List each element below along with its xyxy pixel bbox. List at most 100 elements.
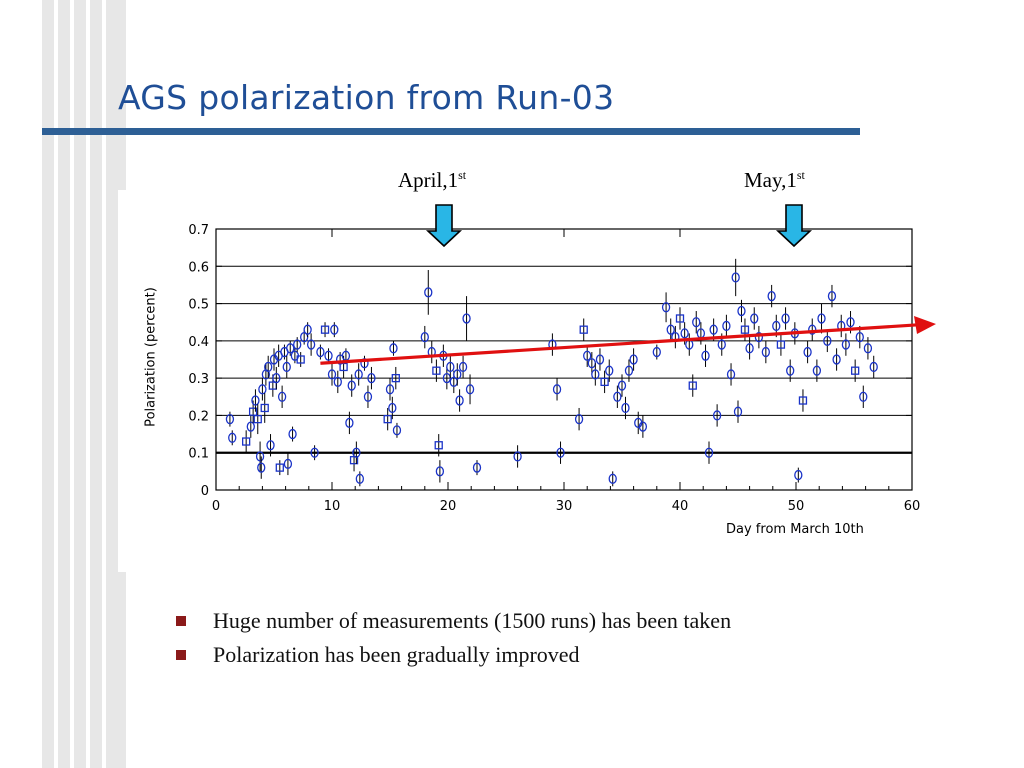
data-point (277, 391, 287, 402)
y-tick-label: 0.7 (188, 223, 209, 238)
data-point (776, 340, 786, 349)
x-tick-label: 30 (556, 499, 573, 514)
bullet-text: Huge number of measurements (1500 runs) … (213, 608, 732, 633)
data-point (296, 355, 305, 364)
data-point (352, 447, 361, 458)
bullet-item: Huge number of measurements (1500 runs) … (176, 604, 731, 638)
x-tick-label: 20 (440, 499, 457, 514)
y-tick-label: 0.4 (188, 335, 209, 350)
data-point (385, 384, 395, 395)
data-point (761, 346, 770, 358)
square-bullet-icon (176, 616, 186, 626)
data-point (458, 361, 468, 373)
data-point (424, 287, 433, 298)
data-point (798, 396, 808, 405)
data-point (692, 317, 701, 328)
data-point (253, 415, 262, 424)
data-point (363, 391, 373, 402)
data-point (360, 358, 369, 369)
data-point (465, 384, 475, 395)
data-point (846, 317, 855, 328)
annotation-may: May,1st (744, 168, 805, 193)
y-tick-label: 0 (201, 484, 209, 499)
data-point (242, 437, 251, 446)
data-point (288, 428, 297, 440)
data-point (737, 305, 746, 317)
data-point (420, 331, 429, 343)
x-tick-label: 50 (788, 499, 805, 514)
bullet-list: Huge number of measurements (1500 runs) … (176, 604, 731, 672)
data-point (617, 380, 627, 391)
data-point (388, 402, 397, 414)
date-arrow-icon (775, 204, 813, 248)
data-point (446, 361, 455, 373)
data-point (246, 421, 255, 432)
data-point (462, 313, 471, 324)
y-axis-label: Polarization (percent) (143, 287, 159, 427)
data-point (652, 346, 661, 358)
data-point (638, 421, 648, 432)
data-point (391, 373, 400, 383)
x-tick-label: 10 (324, 499, 341, 514)
data-point (817, 313, 826, 324)
data-point (754, 331, 764, 343)
decorative-stripes (42, 0, 126, 768)
y-tick-label: 0.3 (188, 372, 209, 387)
data-point (513, 451, 522, 462)
data-point (666, 324, 675, 335)
data-point (740, 325, 750, 334)
data-point (435, 466, 445, 477)
annotation-april-text: April,1 (398, 168, 459, 192)
annotation-may-text: May,1 (744, 168, 797, 192)
data-point (272, 372, 281, 384)
data-point (794, 469, 803, 481)
data-point (228, 432, 237, 443)
data-point (621, 402, 630, 414)
trend-arrowhead-icon (914, 315, 936, 334)
data-point (333, 376, 342, 388)
data-point (688, 381, 697, 390)
data-point (255, 451, 265, 462)
data-point (750, 313, 759, 324)
y-tick-label: 0.2 (188, 409, 209, 424)
data-point (859, 391, 868, 402)
data-point (704, 447, 714, 458)
data-point (316, 346, 325, 358)
data-point (661, 302, 671, 313)
x-tick-label: 0 (212, 499, 220, 514)
data-point (303, 324, 312, 335)
data-point (327, 369, 337, 380)
date-arrow-icon (425, 204, 463, 248)
data-point (675, 314, 685, 323)
data-point (310, 447, 319, 458)
data-point (595, 354, 605, 365)
figure-background (118, 190, 938, 572)
data-point (434, 441, 443, 450)
data-point (225, 414, 235, 425)
data-point (455, 395, 464, 406)
y-tick-label: 0.5 (188, 298, 209, 313)
data-point (869, 361, 878, 373)
data-point (812, 365, 822, 376)
data-point (556, 447, 565, 458)
data-point (680, 328, 689, 339)
data-point (260, 403, 269, 413)
data-point (712, 410, 722, 421)
data-point (803, 346, 812, 358)
data-point (591, 369, 600, 380)
data-point (286, 343, 295, 354)
data-point (841, 339, 851, 350)
data-point (605, 365, 614, 376)
annotation-may-sup: st (796, 168, 805, 182)
data-point (863, 343, 873, 354)
data-point (472, 462, 482, 473)
data-point (389, 343, 398, 354)
data-point (367, 372, 376, 384)
data-point (266, 440, 275, 451)
data-point (432, 366, 441, 375)
data-point (345, 417, 354, 429)
data-point (453, 369, 462, 380)
data-point (355, 473, 364, 484)
data-point (347, 380, 356, 391)
